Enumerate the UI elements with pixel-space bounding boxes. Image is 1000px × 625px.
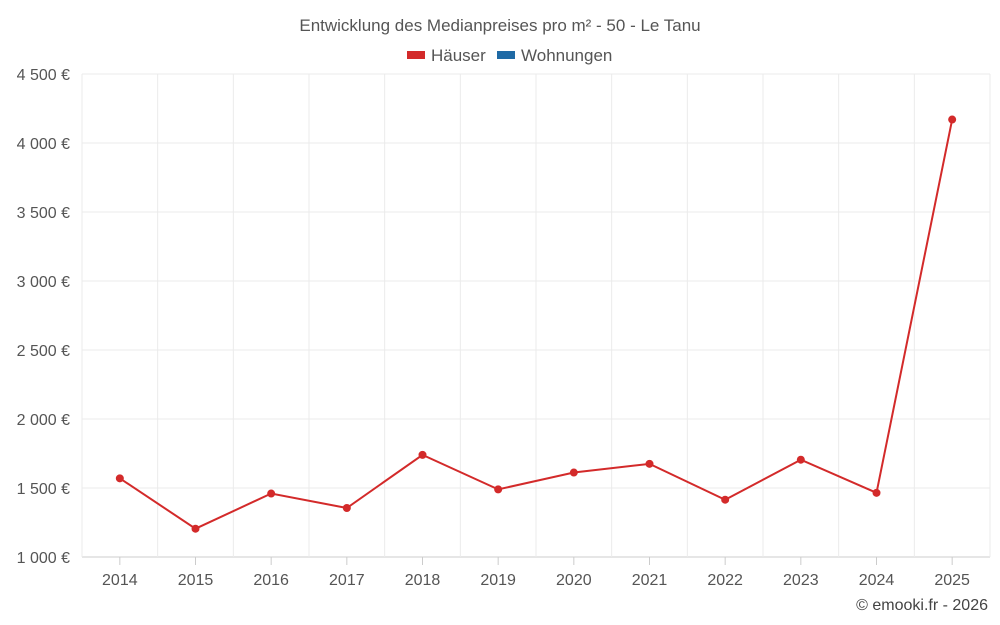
legend-label: Wohnungen (521, 46, 612, 65)
data-point-2016[interactable] (267, 489, 276, 498)
x-tick-label: 2016 (253, 572, 289, 589)
x-tick-label: 2014 (102, 572, 138, 589)
y-tick-label: 3 000 € (17, 274, 70, 291)
x-tick-label: 2018 (405, 572, 441, 589)
data-point-2015[interactable] (191, 524, 200, 533)
legend-swatch (407, 51, 425, 59)
x-tick-label: 2015 (178, 572, 214, 589)
y-tick-label: 2 000 € (17, 412, 70, 429)
series-line-haeuser (119, 119, 954, 530)
x-axis: 2014 2015 2016 2017 2018 2019 2020 2021 2022 2023… (102, 572, 970, 589)
y-tick-label: 1 500 € (17, 481, 70, 498)
y-tick-label: 4 000 € (17, 136, 70, 153)
x-tick-label: 2022 (707, 572, 743, 589)
series-layer (115, 115, 957, 533)
data-point-2014[interactable] (115, 474, 124, 483)
y-axis: 1 000 € 1 500 € 2 000 € 2 500 € 3 000 € 3 500… (17, 67, 70, 567)
data-point-2018[interactable] (418, 450, 427, 459)
legend-swatch (497, 51, 515, 59)
x-tick-label: 2019 (480, 572, 516, 589)
x-tick-label: 2017 (329, 572, 365, 589)
credit: © emooki.fr - 2026 (856, 597, 988, 614)
grid (81, 73, 991, 565)
data-point-2025[interactable] (948, 115, 957, 124)
y-tick-label: 4 500 € (17, 67, 70, 84)
y-tick-label: 3 500 € (17, 205, 70, 222)
legend-item-haeuser[interactable]: Häuser (407, 46, 486, 65)
data-point-2022[interactable] (721, 495, 730, 504)
x-tick-label: 2024 (859, 572, 895, 589)
chart-title: Entwicklung des Medianpreises pro m² - 5… (299, 16, 700, 35)
data-point-2020[interactable] (569, 468, 578, 477)
x-tick-label: 2023 (783, 572, 819, 589)
y-tick-label: 2 500 € (17, 343, 70, 360)
x-tick-label: 2021 (632, 572, 668, 589)
legend-label: Häuser (431, 46, 486, 65)
x-tick-label: 2025 (934, 572, 970, 589)
legend: Häuser Wohnungen (407, 46, 612, 65)
y-tick-label: 1 000 € (17, 550, 70, 567)
data-point-2024[interactable] (872, 488, 881, 497)
data-point-2023[interactable] (796, 455, 805, 464)
data-point-2019[interactable] (494, 485, 503, 494)
data-point-2017[interactable] (342, 504, 351, 513)
x-tick-label: 2020 (556, 572, 592, 589)
legend-item-wohnungen[interactable]: Wohnungen (497, 46, 612, 65)
data-point-2021[interactable] (645, 459, 654, 468)
